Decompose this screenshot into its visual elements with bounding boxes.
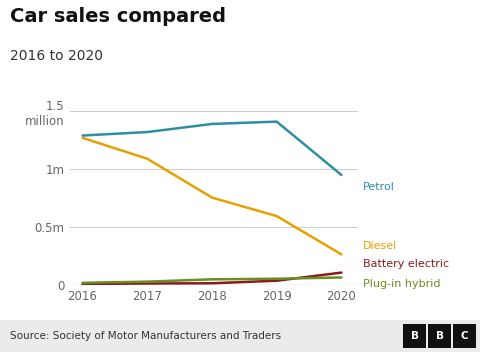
Text: Plug-in hybrid: Plug-in hybrid bbox=[363, 279, 441, 289]
Text: 2016 to 2020: 2016 to 2020 bbox=[10, 49, 103, 63]
Text: Battery electric: Battery electric bbox=[363, 259, 449, 269]
Text: B: B bbox=[436, 331, 444, 341]
Text: Diesel: Diesel bbox=[363, 241, 397, 251]
Text: C: C bbox=[461, 331, 468, 341]
Text: B: B bbox=[411, 331, 419, 341]
Text: Car sales compared: Car sales compared bbox=[10, 7, 226, 26]
Text: Petrol: Petrol bbox=[363, 182, 395, 192]
Text: Source: Society of Motor Manufacturers and Traders: Source: Society of Motor Manufacturers a… bbox=[10, 331, 281, 341]
